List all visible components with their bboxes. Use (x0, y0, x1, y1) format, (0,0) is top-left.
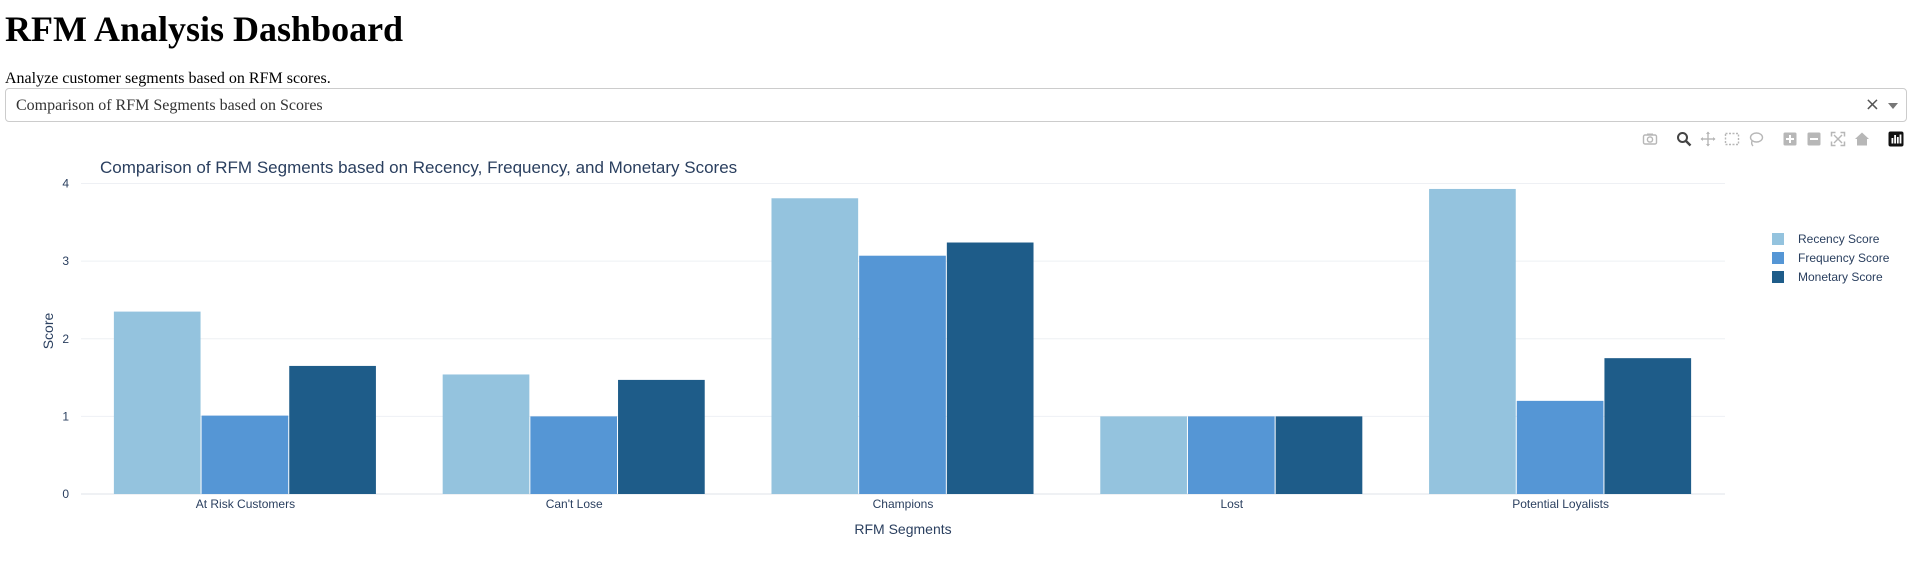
zoom-in-icon[interactable] (1782, 131, 1798, 147)
chart-title: Comparison of RFM Segments based on Rece… (100, 158, 737, 177)
x-tick-label: At Risk Customers (196, 497, 295, 511)
box-select-icon[interactable] (1724, 131, 1740, 147)
x-tick-label: Potential Loyalists (1512, 497, 1609, 511)
bar-recency-score[interactable] (1100, 416, 1187, 494)
bar-frequency-score[interactable] (201, 415, 289, 494)
x-tick-label: Can't Lose (546, 497, 603, 511)
bar-frequency-score[interactable] (530, 416, 618, 494)
pan-icon[interactable] (1700, 131, 1716, 147)
clear-icon[interactable]: × (1864, 94, 1880, 115)
chart-selector-dropdown[interactable]: Comparison of RFM Segments based on Scor… (5, 88, 1907, 122)
bar-recency-score[interactable] (113, 311, 201, 494)
bar-frequency-score[interactable] (859, 255, 946, 494)
legend[interactable]: Recency Score Frequency Score Monetary Sco… (1772, 232, 1890, 284)
reset-axes-icon[interactable] (1854, 131, 1870, 147)
y-tick-label: 1 (62, 409, 69, 423)
x-axis-label: RFM Segments (854, 521, 951, 537)
chevron-down-icon[interactable] (1888, 103, 1898, 109)
chart-modebar (1634, 129, 1904, 149)
y-axis: 0 1 2 3 4 (62, 177, 69, 501)
legend-item-label[interactable]: Frequency Score (1798, 251, 1890, 265)
bar-monetary-score[interactable] (1604, 358, 1692, 494)
legend-swatch[interactable] (1772, 252, 1784, 264)
x-axis: At Risk Customers Can't Lose Champions Lost… (196, 497, 1609, 511)
page-description: Analyze customer segments based on RFM s… (5, 70, 331, 87)
y-tick-label: 3 (62, 254, 69, 268)
lasso-icon[interactable] (1748, 131, 1764, 147)
rfm-bar-chart: Comparison of RFM Segments based on Rece… (40, 158, 1890, 537)
autoscale-icon[interactable] (1830, 131, 1846, 147)
y-axis-label: Score (40, 313, 56, 350)
zoom-out-icon[interactable] (1806, 131, 1822, 147)
camera-icon[interactable] (1642, 131, 1658, 147)
legend-item-label[interactable]: Recency Score (1798, 232, 1880, 246)
x-tick-label: Champions (873, 497, 934, 511)
bar-frequency-score[interactable] (1516, 400, 1604, 494)
bar-monetary-score[interactable] (618, 379, 705, 494)
x-tick-label: Lost (1220, 497, 1243, 511)
page-title: RFM Analysis Dashboard (5, 9, 404, 49)
bar-frequency-score[interactable] (1187, 416, 1275, 494)
legend-swatch[interactable] (1772, 271, 1784, 283)
bar-monetary-score[interactable] (1275, 416, 1363, 494)
bar-monetary-score[interactable] (946, 242, 1034, 494)
bar-recency-score[interactable] (771, 198, 859, 494)
legend-swatch[interactable] (1772, 233, 1784, 245)
bar-recency-score[interactable] (1429, 188, 1516, 494)
y-tick-label: 4 (62, 177, 69, 191)
zoom-icon[interactable] (1676, 131, 1692, 147)
legend-item-label[interactable]: Monetary Score (1798, 270, 1883, 284)
dropdown-selected-value: Comparison of RFM Segments based on Scor… (16, 97, 323, 114)
bar-monetary-score[interactable] (289, 365, 376, 494)
bar-recency-score[interactable] (442, 374, 530, 494)
y-tick-label: 0 (62, 487, 69, 501)
plotly-logo-icon[interactable] (1888, 131, 1904, 147)
y-tick-label: 2 (62, 332, 69, 346)
bars (113, 188, 1692, 494)
